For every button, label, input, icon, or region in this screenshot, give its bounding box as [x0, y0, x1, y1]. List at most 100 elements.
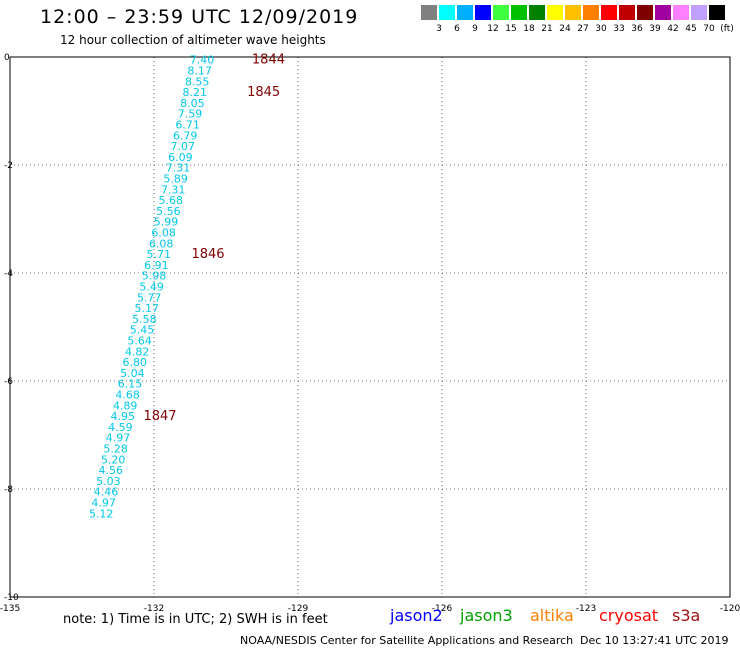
- swh-value: 5.20: [101, 453, 126, 466]
- latitude-tick-label: -8: [4, 485, 13, 495]
- swh-value: 5.71: [147, 248, 172, 261]
- longitude-tick-label: -129: [288, 604, 309, 614]
- note-text: note: 1) Time is in UTC; 2) SWH is in fe…: [63, 612, 328, 627]
- legend-item-altika: altika: [530, 606, 574, 625]
- longitude-tick-label: -123: [576, 604, 596, 614]
- colorbar-label: 33: [613, 24, 625, 34]
- swh-value: 5.45: [130, 324, 155, 337]
- swh-value: 7.40: [190, 54, 215, 67]
- swh-value: 6.91: [144, 259, 169, 272]
- generation-timestamp: Dec 10 13:27:41 UTC 2019: [580, 634, 729, 647]
- swh-value: 5.99: [154, 216, 179, 229]
- latitude-tick-label: -2: [4, 161, 13, 171]
- swh-value: 4.82: [125, 345, 150, 358]
- swh-value: 7.31: [161, 183, 186, 196]
- swh-value: 6.09: [168, 151, 193, 164]
- swh-value: 5.56: [156, 205, 181, 218]
- colorbar-swatch: [583, 5, 599, 20]
- legend-item-jason3: jason3: [460, 606, 513, 625]
- legend-item-s3a: s3a: [672, 606, 701, 625]
- swh-value: 5.12: [89, 507, 114, 520]
- time-labels: 1844 1845 1846 1847: [143, 53, 285, 424]
- colorbar-swatch: [565, 5, 581, 20]
- colorbar-label: 18: [523, 24, 535, 34]
- swh-value: 5.89: [163, 173, 188, 186]
- swh-value: 7.07: [171, 140, 196, 153]
- colorbar-label: 12: [487, 24, 499, 34]
- colorbar-swatch: [709, 5, 725, 20]
- swh-value: 5.98: [142, 270, 167, 283]
- swh-value: 6.15: [118, 378, 143, 391]
- swh-value: 6.71: [175, 119, 200, 132]
- swh-value: 6.79: [173, 129, 198, 142]
- colorbar-swatch: [691, 5, 707, 20]
- longitude-tick-label: -120: [720, 604, 740, 614]
- colorbar-label: 42: [667, 24, 679, 34]
- swh-value: 5.04: [120, 367, 145, 380]
- swh-value: 4.68: [115, 389, 140, 402]
- swh-value: 4.46: [94, 486, 119, 499]
- pass-time-label: 1846: [191, 247, 224, 262]
- colorbar-swatch: [493, 5, 509, 20]
- swh-value: 5.49: [139, 281, 164, 294]
- longitude-tick-label: -132: [144, 604, 164, 614]
- pass-time-label: 1847: [143, 409, 176, 424]
- pass-time-label: 1844: [252, 53, 285, 68]
- map-ticks: -135 -132 -129 -126 -123 -120 0 -2 -4 -6 -8 -10: [0, 53, 740, 614]
- longitude-tick-label: -126: [432, 604, 453, 614]
- colorbar-label: 24: [559, 24, 571, 34]
- colorbar-swatch: [457, 5, 473, 20]
- longitude-tick-label: -135: [0, 604, 20, 614]
- swh-value: 4.59: [108, 421, 133, 434]
- swh-value: 8.55: [185, 75, 210, 88]
- swh-value: 4.97: [91, 497, 116, 510]
- latitude-tick-label: -10: [4, 593, 19, 603]
- swh-value: 6.80: [123, 356, 148, 369]
- colorbar-label: 15: [505, 24, 517, 34]
- swh-value: 7.59: [178, 108, 203, 121]
- colorbar-label: 30: [595, 24, 607, 34]
- page-title: 12:00 – 23:59 UTC 12/09/2019: [40, 6, 359, 28]
- swh-value: 6.08: [149, 237, 174, 250]
- colorbar-label: 39: [649, 24, 661, 34]
- swh-value: 4.95: [111, 410, 136, 423]
- page-subtitle: 12 hour collection of altimeter wave hei…: [60, 33, 326, 47]
- colorbar-label: 21: [541, 24, 553, 34]
- swh-value: 7.31: [166, 162, 191, 175]
- swh-value: 4.56: [99, 464, 124, 477]
- swh-value: 5.77: [137, 291, 162, 304]
- colorbar-label: 36: [631, 24, 643, 34]
- colorbar-label: 9: [472, 24, 478, 34]
- colorbar-swatch: [637, 5, 653, 20]
- swh-values: 7.408.178.558.218.057.596.716.797.076.09…: [89, 54, 214, 521]
- swh-value: 8.21: [183, 86, 208, 99]
- colorbar-label: 45: [685, 24, 697, 34]
- colorbar-swatch: [673, 5, 689, 20]
- swh-value: 5.68: [159, 194, 184, 207]
- colorbar-swatch: [655, 5, 671, 20]
- legend-item-jason2: jason2: [390, 606, 443, 625]
- swh-value: 5.58: [132, 313, 157, 326]
- map-frame: [9, 56, 731, 598]
- swh-value: 4.97: [106, 432, 131, 445]
- colorbar-swatch: [511, 5, 527, 20]
- colorbar-swatch: [619, 5, 635, 20]
- latitude-tick-label: -6: [4, 377, 13, 387]
- pass-time-label: 1845: [247, 85, 280, 100]
- swh-value: 5.28: [103, 443, 128, 456]
- colorbar-label: 6: [454, 24, 460, 34]
- colorbar-label: 27: [577, 24, 589, 34]
- swh-value: 6.08: [151, 227, 176, 240]
- swh-value: 8.17: [187, 65, 212, 78]
- colorbar-label: (ft): [720, 24, 734, 34]
- latitude-tick-label: 0: [4, 53, 10, 63]
- colorbar-swatch: [475, 5, 491, 20]
- swh-value: 5.17: [135, 302, 160, 315]
- colorbar-swatch: [439, 5, 455, 20]
- swh-value: 8.05: [180, 97, 205, 110]
- credit-text: NOAA/NESDIS Center for Satellite Applica…: [240, 634, 574, 647]
- colorbar-swatch: [601, 5, 617, 20]
- legend-item-cryosat: cryosat: [599, 606, 659, 625]
- colorbar-swatch: [547, 5, 563, 20]
